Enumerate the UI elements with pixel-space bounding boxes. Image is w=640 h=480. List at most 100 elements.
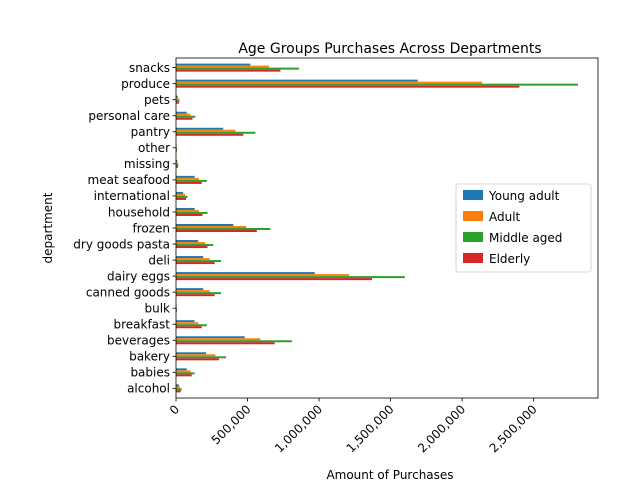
bar-babies-adult: [176, 370, 191, 373]
y-tick-label: bakery: [129, 350, 170, 364]
y-tick-label: meat seafood: [88, 173, 170, 187]
y-tick-label: produce: [121, 77, 170, 91]
bar-other-middle-aged: [176, 147, 178, 150]
bar-canned-goods-young-adult: [176, 288, 204, 291]
legend-swatch: [463, 190, 483, 200]
bar-dry-goods-pasta-middle-aged: [176, 244, 214, 247]
bar-frozen-young-adult: [176, 223, 234, 226]
bar-international-elderly: [176, 197, 187, 200]
bar-pets-elderly: [176, 101, 180, 104]
legend-label: Middle aged: [489, 231, 562, 245]
bar-household-middle-aged: [176, 211, 208, 214]
bar-personal-care-middle-aged: [176, 115, 196, 118]
legend-frame: [455, 183, 592, 273]
bar-alcohol-adult: [176, 386, 181, 389]
bar-snacks-young-adult: [176, 63, 251, 66]
y-tick-label: pets: [144, 93, 170, 107]
x-tick-label: 1,000,000: [272, 402, 325, 455]
y-tick-label: frozen: [132, 221, 170, 235]
bar-international-adult: [176, 193, 186, 196]
bar-canned-goods-adult: [176, 290, 210, 293]
y-tick-label: international: [94, 189, 170, 203]
bar-snacks-adult: [176, 65, 269, 68]
bar-deli-adult: [176, 258, 210, 261]
bar-international-middle-aged: [176, 195, 188, 198]
bar-snacks-elderly: [176, 69, 281, 72]
bar-produce-young-adult: [176, 79, 418, 82]
bar-dry-goods-pasta-elderly: [176, 246, 208, 249]
bar-snacks-middle-aged: [176, 67, 300, 70]
bar-pets-young-adult: [176, 95, 178, 98]
legend: Young adult Adult Middle aged Elderly: [455, 183, 592, 273]
bar-beverages-elderly: [176, 342, 275, 345]
bar-canned-goods-middle-aged: [176, 292, 222, 295]
bar-beverages-adult: [176, 338, 261, 341]
bar-household-young-adult: [176, 207, 195, 210]
bar-frozen-adult: [176, 225, 247, 228]
legend-label: Adult: [489, 210, 521, 224]
bar-frozen-middle-aged: [176, 228, 271, 231]
bar-dairy-eggs-young-adult: [176, 272, 315, 275]
bar-deli-young-adult: [176, 256, 204, 259]
bar-pets-middle-aged: [176, 99, 180, 102]
bar-pets-adult: [176, 97, 179, 100]
y-tick-label: alcohol: [127, 382, 170, 396]
bar-canned-goods-elderly: [176, 294, 215, 297]
y-tick-label: bulk: [144, 301, 170, 315]
bar-pantry-middle-aged: [176, 131, 256, 134]
y-tick-label: deli: [148, 253, 170, 267]
bar-produce-middle-aged: [176, 83, 578, 86]
y-tick-label: household: [108, 205, 170, 219]
bar-alcohol-young-adult: [176, 384, 179, 387]
bar-household-elderly: [176, 213, 203, 216]
bar-dairy-eggs-middle-aged: [176, 276, 405, 279]
bar-dry-goods-pasta-young-adult: [176, 240, 199, 243]
chart-title: Age Groups Purchases Across Departments: [238, 41, 541, 57]
bar-babies-young-adult: [176, 368, 187, 371]
bar-pantry-young-adult: [176, 127, 224, 130]
bar-meat-seafood-elderly: [176, 181, 202, 184]
bar-bakery-elderly: [176, 358, 219, 361]
y-tick-label: dry goods pasta: [73, 237, 170, 251]
bar-household-adult: [176, 209, 199, 212]
bar-dry-goods-pasta-adult: [176, 242, 206, 245]
bar-personal-care-elderly: [176, 117, 193, 120]
legend-swatch: [463, 253, 483, 263]
y-tick-label: pantry: [131, 125, 170, 139]
y-tick-label: snacks: [129, 61, 170, 75]
bar-beverages-young-adult: [176, 336, 245, 339]
bar-alcohol-elderly: [176, 390, 181, 393]
bar-missing-young-adult: [176, 159, 178, 162]
y-tick-label: dairy eggs: [107, 269, 170, 283]
y-tick-label: babies: [130, 366, 170, 380]
bar-bulk-middle-aged: [176, 308, 178, 311]
bar-other-elderly: [176, 149, 177, 152]
bar-personal-care-adult: [176, 113, 191, 116]
bar-personal-care-young-adult: [176, 111, 187, 114]
x-tick-label: 2,000,000: [415, 402, 468, 455]
legend-swatch: [463, 232, 483, 242]
legend-swatch: [463, 211, 483, 221]
bar-bakery-adult: [176, 354, 216, 357]
bar-bulk-elderly: [176, 310, 177, 313]
y-tick-label: breakfast: [113, 318, 170, 332]
bar-bakery-middle-aged: [176, 356, 227, 359]
bar-pantry-elderly: [176, 133, 244, 136]
bar-missing-adult: [176, 161, 178, 164]
bar-breakfast-young-adult: [176, 320, 195, 323]
bar-produce-elderly: [176, 85, 520, 88]
bar-meat-seafood-young-adult: [176, 175, 195, 178]
bar-meat-seafood-adult: [176, 177, 199, 180]
axes-frame: [175, 57, 599, 399]
bar-breakfast-elderly: [176, 326, 202, 329]
bar-produce-adult: [176, 81, 483, 84]
bar-meat-seafood-middle-aged: [176, 179, 207, 182]
bar-deli-elderly: [176, 262, 215, 265]
y-tick-label: missing: [124, 157, 170, 171]
y-tick-label: other: [138, 141, 170, 155]
bar-babies-elderly: [176, 374, 192, 377]
y-tick-label: personal care: [88, 109, 170, 123]
y-tick-label: beverages: [107, 334, 170, 348]
bar-breakfast-adult: [176, 322, 199, 325]
bar-frozen-elderly: [176, 230, 257, 233]
